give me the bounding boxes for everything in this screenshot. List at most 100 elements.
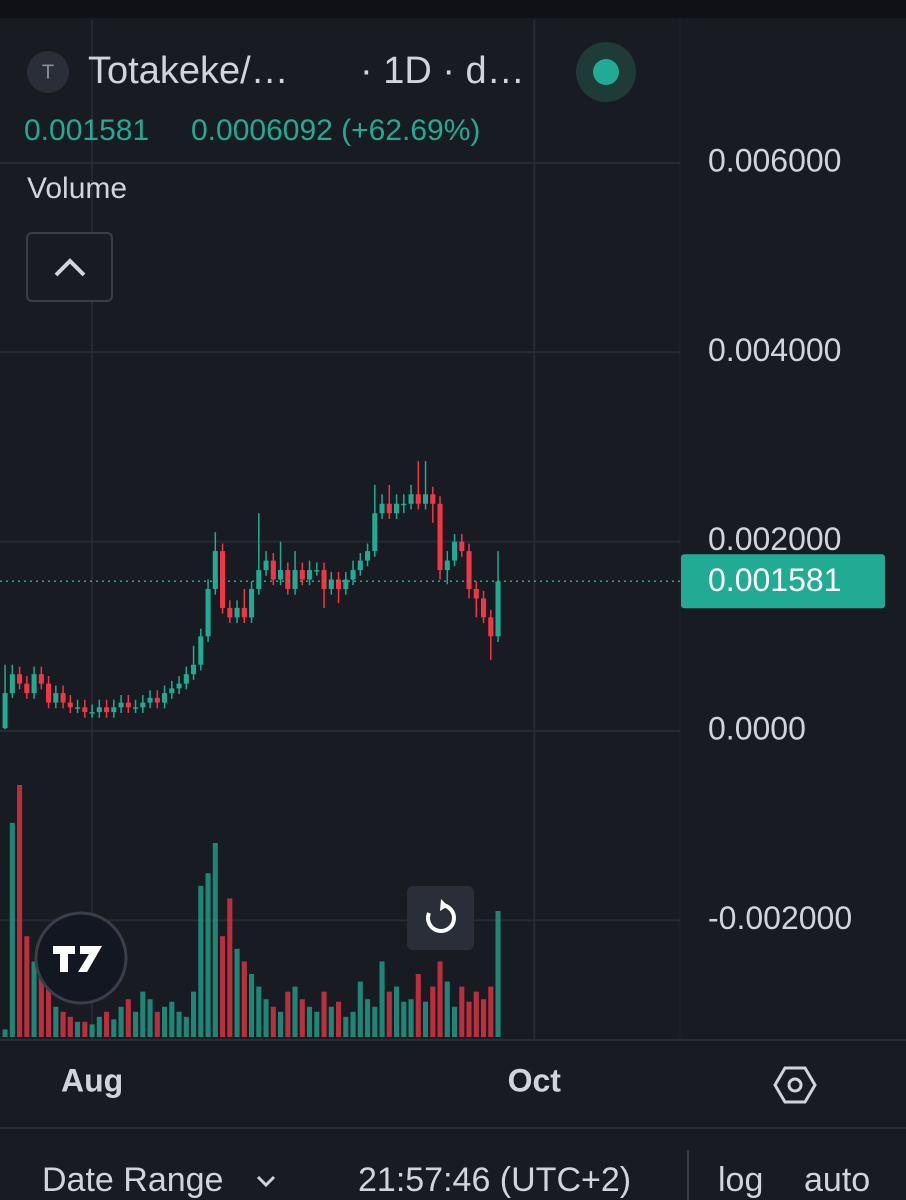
candle-body — [198, 636, 204, 665]
candle-body — [328, 579, 334, 589]
reset-arrow — [440, 899, 448, 911]
chevron-icon — [54, 258, 86, 277]
logo[interactable] — [34, 911, 128, 1005]
volume-bar — [285, 991, 291, 1037]
logo-mark — [53, 946, 102, 972]
overlay: 0.006000 0.004000 0.002000 0.0000 -0.002000 A… — [0, 142, 885, 1098]
volume-bar — [452, 1006, 458, 1037]
candle-body — [307, 570, 313, 580]
volume-bar — [481, 999, 487, 1037]
settings-icon-center — [787, 1077, 803, 1093]
candle-body — [372, 513, 378, 552]
status-dot — [593, 59, 619, 85]
volume-bars — [2, 785, 501, 1037]
volume-bar — [234, 948, 240, 1037]
volume-bar — [162, 1006, 168, 1037]
volume-bar — [125, 999, 131, 1037]
candle-body — [24, 683, 30, 694]
volume-bar — [365, 999, 371, 1037]
volume-bar — [350, 1011, 356, 1037]
volume-bar — [46, 986, 52, 1037]
volume-bar — [24, 936, 30, 1037]
last-price: 0.001581 — [24, 114, 149, 147]
volume-bar — [67, 1016, 73, 1037]
reset-button[interactable] — [407, 886, 474, 950]
candle-body — [60, 693, 66, 703]
candle-body — [321, 570, 327, 589]
candle-body — [9, 674, 15, 694]
volume-bar — [227, 898, 233, 1037]
candle-body — [365, 551, 371, 561]
candle-body — [379, 503, 385, 514]
candle-body — [75, 707, 81, 709]
volume-bar — [328, 1006, 334, 1037]
candle-body — [111, 707, 117, 713]
auto-toggle[interactable]: auto — [804, 1161, 870, 1199]
settings-icon[interactable] — [773, 1066, 817, 1104]
volume-bar — [17, 785, 23, 1037]
candle-body — [350, 570, 356, 580]
candle-body — [46, 683, 52, 703]
volume-bar — [89, 1024, 95, 1037]
volume-label: Volume — [27, 172, 127, 205]
volume-bar — [321, 991, 327, 1037]
symbol-name[interactable]: Totakeke/… — [88, 50, 289, 92]
volume-bar — [118, 1006, 124, 1037]
volume-bar — [430, 986, 436, 1037]
volume-bar — [249, 974, 255, 1037]
candle-body — [299, 570, 305, 580]
volume-bar — [379, 961, 385, 1037]
candle-body — [31, 674, 37, 694]
volume-bar — [336, 1001, 342, 1037]
volume-bar — [75, 1021, 81, 1037]
volume-bar — [111, 1019, 117, 1037]
y-tick-label: -0.002000 — [708, 900, 852, 936]
volume-bar — [401, 1001, 407, 1037]
candle-body — [104, 707, 110, 713]
candle-body — [263, 560, 269, 571]
volume-bar — [256, 986, 262, 1037]
volume-bar — [307, 1006, 313, 1037]
volume-bar — [473, 991, 479, 1037]
volume-bar — [495, 911, 501, 1037]
volume-bar — [191, 991, 197, 1037]
candle-body — [82, 707, 88, 713]
collapse-button[interactable] — [26, 232, 113, 302]
volume-bar — [154, 1011, 160, 1037]
reset-icon — [426, 903, 456, 933]
volume-bar — [104, 1011, 110, 1037]
candle-body — [357, 560, 363, 571]
candle-body — [285, 570, 291, 589]
candle-body — [183, 674, 189, 684]
candle-body — [241, 607, 247, 618]
candle-body — [118, 702, 124, 708]
candle-body — [336, 579, 342, 589]
volume-bar — [278, 1011, 284, 1037]
candle-body — [343, 579, 349, 589]
grid — [0, 20, 680, 1040]
candle-body — [437, 503, 443, 571]
volume-bar — [408, 999, 414, 1037]
y-tick-label: 0.006000 — [708, 142, 841, 178]
volume-bar — [205, 873, 211, 1037]
candle-body — [67, 702, 73, 708]
candle-body — [452, 541, 458, 561]
interval[interactable]: · 1D · d… — [360, 50, 525, 92]
volume-bar — [415, 974, 421, 1037]
volume-bar — [169, 1001, 175, 1037]
volume-bar — [386, 991, 392, 1037]
candle-body — [191, 664, 197, 675]
candle-body — [444, 560, 450, 571]
y-tick-label: 0.004000 — [708, 332, 841, 368]
volume-bar — [2, 1029, 8, 1037]
volume-bar — [198, 885, 204, 1037]
log-toggle[interactable]: log — [718, 1161, 763, 1199]
candle-body — [386, 503, 392, 514]
candle-body — [481, 598, 487, 618]
candle-body — [154, 697, 160, 703]
candle-body — [53, 693, 59, 703]
volume-bar — [270, 1006, 276, 1037]
candle-body — [205, 588, 211, 637]
date-range-button[interactable]: Date Range — [42, 1161, 223, 1199]
